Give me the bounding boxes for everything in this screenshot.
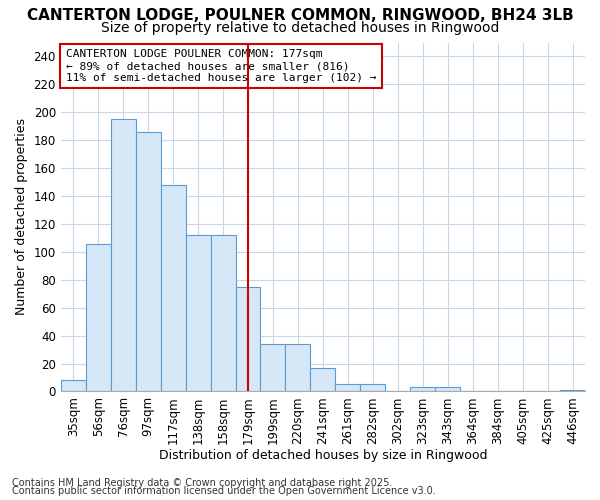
Text: CANTERTON LODGE POULNER COMMON: 177sqm
← 89% of detached houses are smaller (816: CANTERTON LODGE POULNER COMMON: 177sqm ←… (66, 50, 377, 82)
Bar (111, 120, 136, 392)
X-axis label: Distribution of detached houses by size in Ringwood: Distribution of detached houses by size … (158, 450, 487, 462)
Bar (410, 388, 435, 392)
Bar (560, 390, 585, 392)
Bar (310, 368, 335, 392)
Text: Contains public sector information licensed under the Open Government Licence v3: Contains public sector information licen… (12, 486, 436, 496)
Text: Contains HM Land Registry data © Crown copyright and database right 2025.: Contains HM Land Registry data © Crown c… (12, 478, 392, 488)
Text: Size of property relative to detached houses in Ringwood: Size of property relative to detached ho… (101, 21, 499, 35)
Bar (335, 384, 361, 392)
Text: CANTERTON LODGE, POULNER COMMON, RINGWOOD, BH24 3LB: CANTERTON LODGE, POULNER COMMON, RINGWOO… (26, 8, 574, 22)
Bar (86, 244, 111, 392)
Bar (236, 287, 260, 392)
Bar (211, 235, 236, 392)
Bar (435, 388, 460, 392)
Bar (61, 380, 86, 392)
Bar (136, 132, 161, 392)
Bar (361, 384, 385, 392)
Y-axis label: Number of detached properties: Number of detached properties (15, 118, 28, 316)
Bar (185, 235, 211, 392)
Bar (161, 185, 185, 392)
Bar (260, 344, 286, 392)
Bar (286, 344, 310, 392)
